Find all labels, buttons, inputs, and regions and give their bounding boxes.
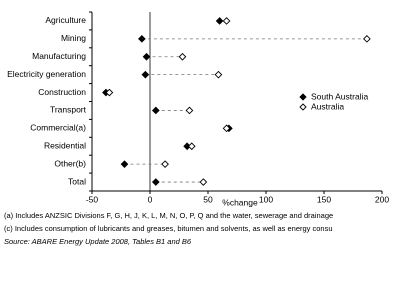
category-label: Commercial(a) (30, 123, 86, 133)
point (141, 70, 150, 79)
legend-marker (299, 103, 307, 111)
category-label: Other(b) (54, 158, 86, 168)
point (120, 160, 129, 168)
source: Source: ABARE Energy Update 2008, Tables… (4, 237, 192, 246)
legend-label: Australia (311, 101, 344, 111)
point (214, 70, 223, 79)
point (185, 106, 194, 115)
point (363, 35, 371, 43)
point (138, 35, 146, 43)
point (105, 88, 114, 97)
x-tick-label: 200 (375, 194, 389, 204)
point (199, 178, 208, 186)
category-label: Transport (50, 105, 87, 115)
point (222, 17, 231, 25)
x-axis-label: %change (222, 197, 258, 207)
category-label: Mining (61, 33, 86, 43)
point (222, 124, 231, 133)
point (151, 106, 160, 115)
category-label: Electricity generation (7, 69, 86, 79)
category-label: Agriculture (45, 15, 86, 25)
point (151, 178, 160, 186)
x-tick-label: -50 (86, 194, 99, 204)
point (178, 52, 187, 61)
category-label: Manufacturing (32, 51, 86, 61)
point (215, 17, 224, 25)
category-label: Construction (38, 87, 86, 97)
point (142, 52, 151, 61)
point (187, 142, 196, 151)
footnote: (c) Includes consumption of lubricants a… (4, 224, 333, 233)
legend-label: South Australia (311, 91, 368, 101)
point (161, 160, 169, 168)
x-tick-label: 0 (148, 194, 153, 204)
category-label: Total (68, 176, 86, 186)
footnote: (a) Includes ANZSIC Divisions F, G, H, J… (4, 211, 333, 220)
x-tick-label: 50 (203, 194, 213, 204)
x-tick-label: 100 (259, 194, 273, 204)
legend-marker (299, 93, 307, 101)
category-label: Residential (44, 141, 86, 151)
x-tick-label: 150 (317, 194, 331, 204)
